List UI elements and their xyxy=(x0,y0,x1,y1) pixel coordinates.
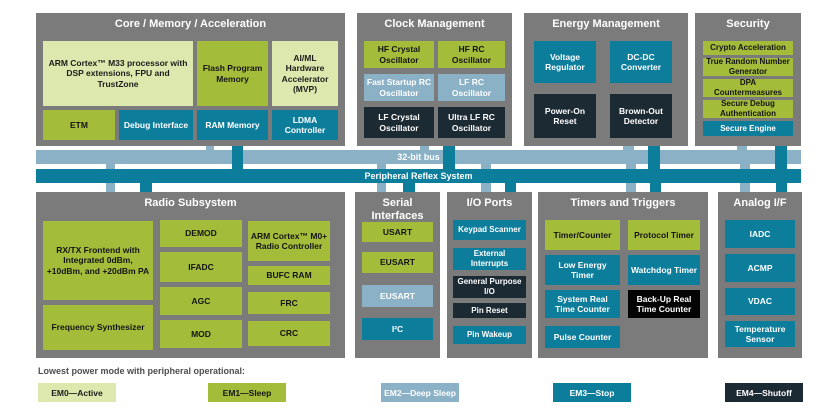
legend-em1-sleep: EM1—Sleep xyxy=(208,383,286,402)
bus-connector xyxy=(232,146,243,169)
legend-em3-stop: EM3—Stop xyxy=(553,383,631,402)
block-frc: FRC xyxy=(248,292,330,314)
block-brown-out-detector: Brown-Out Detector xyxy=(610,94,672,138)
section-title: I/O Ports xyxy=(466,197,513,209)
block-external-interrupts: External Interrupts xyxy=(453,248,526,270)
block-low-energy-timer: Low Energy Timer xyxy=(545,255,620,285)
block-arm-cortex-m0-radio-controller: ARM Cortex™ M0+ Radio Controller xyxy=(248,221,330,261)
block-backup-real-time-counter: Back-Up Real Time Counter xyxy=(628,290,700,318)
section-title: Timers and Triggers xyxy=(570,197,676,209)
section-title: Security xyxy=(726,18,770,30)
block-ldma-controller: LDMA Controller xyxy=(272,110,338,140)
block-usart: USART xyxy=(362,222,433,242)
section-title: Analog I/F xyxy=(733,197,787,209)
block-temperature-sensor: Temperature Sensor xyxy=(725,321,795,347)
block-hf-rc-oscillator: HF RC Oscillator xyxy=(438,41,505,68)
section-radio-subsystem: Radio Subsystem RX/TX Frontend with Inte… xyxy=(36,192,345,358)
block-keypad-scanner: Keypad Scanner xyxy=(453,220,526,240)
bus-connector xyxy=(623,146,634,151)
block-ifadc: IFADC xyxy=(160,252,242,282)
bus-connector xyxy=(737,146,747,151)
block-bufc-ram: BUFC RAM xyxy=(248,266,330,285)
bus-connector xyxy=(443,146,455,169)
bus-peripheral-reflex-system: Peripheral Reflex System xyxy=(36,169,801,183)
bus-connector xyxy=(206,146,214,151)
block-true-random-number-generator: True Random Number Generator xyxy=(703,57,793,76)
block-rx-tx-frontend: RX/TX Frontend with Integrated 0dBm, +10… xyxy=(43,221,153,300)
block-lf-crystal-oscillator: LF Crystal Oscillator xyxy=(364,107,434,138)
block-timer-counter: Timer/Counter xyxy=(545,220,620,250)
block-fast-startup-rc-oscillator: Fast Startup RC Oscillator xyxy=(364,74,434,101)
section-title: Core / Memory / Acceleration xyxy=(114,18,267,30)
block-aiml-hardware-accelerator: AI/ML Hardware Accelerator (MVP) xyxy=(272,41,338,106)
block-eusart: EUSART xyxy=(362,252,433,273)
block-i2c: I²C xyxy=(362,318,433,340)
section-timers-and-triggers: Timers and Triggers Timer/Counter Protoc… xyxy=(538,192,708,358)
bus-connector xyxy=(650,183,661,192)
block-etm: ETM xyxy=(43,110,115,140)
section-title: Serial Interfaces xyxy=(371,197,424,222)
bus-32-bit: 32-bit bus xyxy=(36,150,801,164)
block-protocol-timer: Protocol Timer xyxy=(628,220,700,250)
block-flash-program-memory: Flash Program Memory xyxy=(197,41,268,106)
block-iadc: IADC xyxy=(725,220,795,248)
block-acmp: ACMP xyxy=(725,254,795,282)
bus-connector xyxy=(776,183,787,192)
block-power-on-reset: Power-On Reset xyxy=(534,94,596,138)
block-frequency-synthesizer: Frequency Synthesizer xyxy=(43,305,153,350)
block-dc-dc-converter: DC-DC Converter xyxy=(610,41,672,83)
bus-connector xyxy=(775,146,787,169)
block-secure-engine: Secure Engine xyxy=(703,121,793,136)
legend-label: Lowest power mode with peripheral operat… xyxy=(38,366,246,376)
block-vdac: VDAC xyxy=(725,288,795,315)
bus-32-bit-label: 32-bit bus xyxy=(397,152,440,162)
block-demod: DEMOD xyxy=(160,220,242,247)
block-general-purpose-io: General Purpose I/O xyxy=(453,276,526,298)
legend-em0-active: EM0—Active xyxy=(38,383,116,402)
section-title: Clock Management xyxy=(384,18,485,30)
block-pin-reset: Pin Reset xyxy=(453,303,526,318)
block-ram-memory: RAM Memory xyxy=(197,110,268,140)
bus-connector xyxy=(505,183,516,192)
section-serial-interfaces: Serial Interfaces USART EUSART EUSART I²… xyxy=(355,192,440,358)
block-lf-rc-oscillator: LF RC Oscillator xyxy=(438,74,505,101)
bus-connector xyxy=(140,183,152,192)
block-voltage-regulator: Voltage Regulator xyxy=(534,41,596,83)
block-hf-crystal-oscillator: HF Crystal Oscillator xyxy=(364,41,434,68)
block-eusart-lp: EUSART xyxy=(362,285,433,307)
section-core-memory-acceleration: Core / Memory / Acceleration ARM Cortex™… xyxy=(36,13,345,146)
section-analog-if: Analog I/F IADC ACMP VDAC Temperature Se… xyxy=(718,192,802,358)
legend-em4-shutoff: EM4—Shutoff xyxy=(725,383,803,402)
block-debug-interface: Debug Interface xyxy=(119,110,193,140)
section-energy-management: Energy Management Voltage Regulator DC-D… xyxy=(524,13,688,146)
block-ultra-lf-rc-oscillator: Ultra LF RC Oscillator xyxy=(438,107,505,138)
block-arm-cortex-m33: ARM Cortex™ M33 processor with DSP exten… xyxy=(43,41,193,106)
block-pulse-counter: Pulse Counter xyxy=(545,326,620,348)
section-io-ports: I/O Ports Keypad Scanner External Interr… xyxy=(447,192,532,358)
bus-prs-label: Peripheral Reflex System xyxy=(364,171,473,181)
bus-connector xyxy=(420,146,429,151)
block-crypto-acceleration: Crypto Acceleration xyxy=(703,41,793,55)
block-secure-debug-authentication: Secure Debug Authentication xyxy=(703,99,793,118)
block-dpa-countermeasures: DPA Countermeasures xyxy=(703,78,793,97)
section-title: Radio Subsystem xyxy=(144,197,237,209)
block-pin-wakeup: Pin Wakeup xyxy=(453,326,526,344)
bus-connector xyxy=(648,146,660,169)
block-watchdog-timer: Watchdog Timer xyxy=(628,255,700,285)
section-title: Energy Management xyxy=(552,18,660,30)
section-clock-management: Clock Management HF Crystal Oscillator H… xyxy=(357,13,512,146)
block-system-real-time-counter: System Real Time Counter xyxy=(545,290,620,318)
legend-em2-deep-sleep: EM2—Deep Sleep xyxy=(381,383,459,402)
section-security: Security Crypto Acceleration True Random… xyxy=(695,13,801,146)
block-mod: MOD xyxy=(160,320,242,348)
block-agc: AGC xyxy=(160,287,242,315)
bus-connector xyxy=(403,183,415,192)
block-crc: CRC xyxy=(248,321,330,346)
